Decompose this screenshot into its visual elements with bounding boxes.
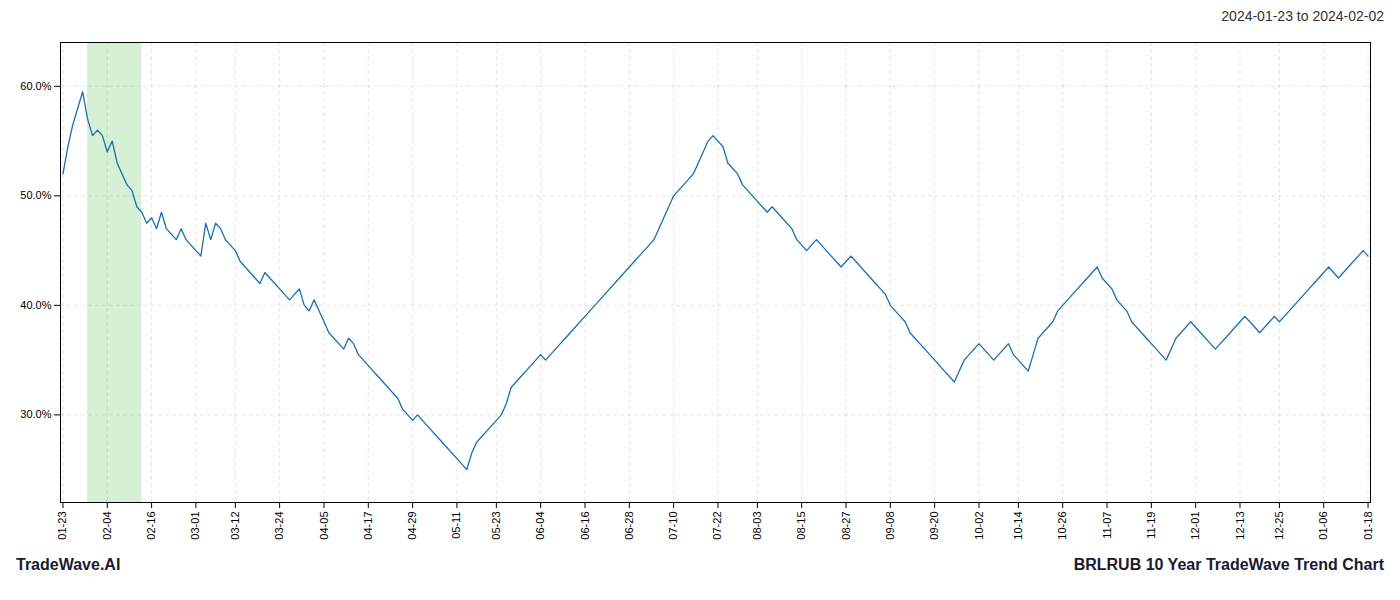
svg-text:07-10: 07-10 [667, 512, 679, 540]
svg-text:01-23: 01-23 [56, 512, 68, 540]
svg-text:10-26: 10-26 [1056, 512, 1068, 540]
svg-text:08-27: 08-27 [840, 512, 852, 540]
svg-text:06-16: 06-16 [579, 512, 591, 540]
svg-text:04-05: 04-05 [317, 512, 329, 540]
svg-text:03-12: 03-12 [229, 512, 241, 540]
svg-text:12-01: 12-01 [1189, 512, 1201, 540]
svg-text:09-08: 09-08 [884, 512, 896, 540]
svg-text:01-06: 01-06 [1317, 512, 1329, 540]
svg-text:08-15: 08-15 [795, 512, 807, 540]
svg-text:40.0%: 40.0% [20, 299, 51, 311]
html-text:2024-01-23 to 2024-02-02: 2024-01-23 to 2024-02-02 [1221, 8, 1384, 24]
svg-text:09-20: 09-20 [928, 512, 940, 540]
html-text:BRLRUB 10 Year TradeWave Trend: BRLRUB 10 Year TradeWave Trend Chart [1073, 556, 1384, 573]
svg-text:50.0%: 50.0% [20, 189, 51, 201]
svg-text:04-17: 04-17 [362, 512, 374, 540]
svg-text:12-13: 12-13 [1234, 512, 1246, 540]
svg-text:05-11: 05-11 [450, 512, 462, 539]
svg-text:04-29: 04-29 [406, 512, 418, 540]
svg-text:02-04: 02-04 [101, 512, 113, 540]
svg-text:06-28: 06-28 [623, 512, 635, 540]
svg-text:12-25: 12-25 [1273, 512, 1285, 540]
svg-text:03-01: 03-01 [189, 512, 201, 540]
html-text:TradeWave.AI: TradeWave.AI [16, 556, 121, 573]
svg-text:11-07: 11-07 [1101, 512, 1113, 539]
svg-text:30.0%: 30.0% [20, 408, 51, 420]
svg-text:01-18: 01-18 [1362, 512, 1374, 540]
svg-text:08-03: 08-03 [751, 512, 763, 540]
svg-text:03-24: 03-24 [273, 512, 285, 540]
svg-text:60.0%: 60.0% [20, 80, 51, 92]
svg-text:10-14: 10-14 [1012, 512, 1024, 540]
svg-text:07-22: 07-22 [711, 512, 723, 540]
svg-text:02-16: 02-16 [145, 512, 157, 540]
svg-text:05-23: 05-23 [490, 512, 502, 540]
svg-text:11-19: 11-19 [1145, 512, 1157, 539]
svg-text:06-04: 06-04 [534, 512, 546, 540]
svg-text:10-02: 10-02 [972, 512, 984, 540]
